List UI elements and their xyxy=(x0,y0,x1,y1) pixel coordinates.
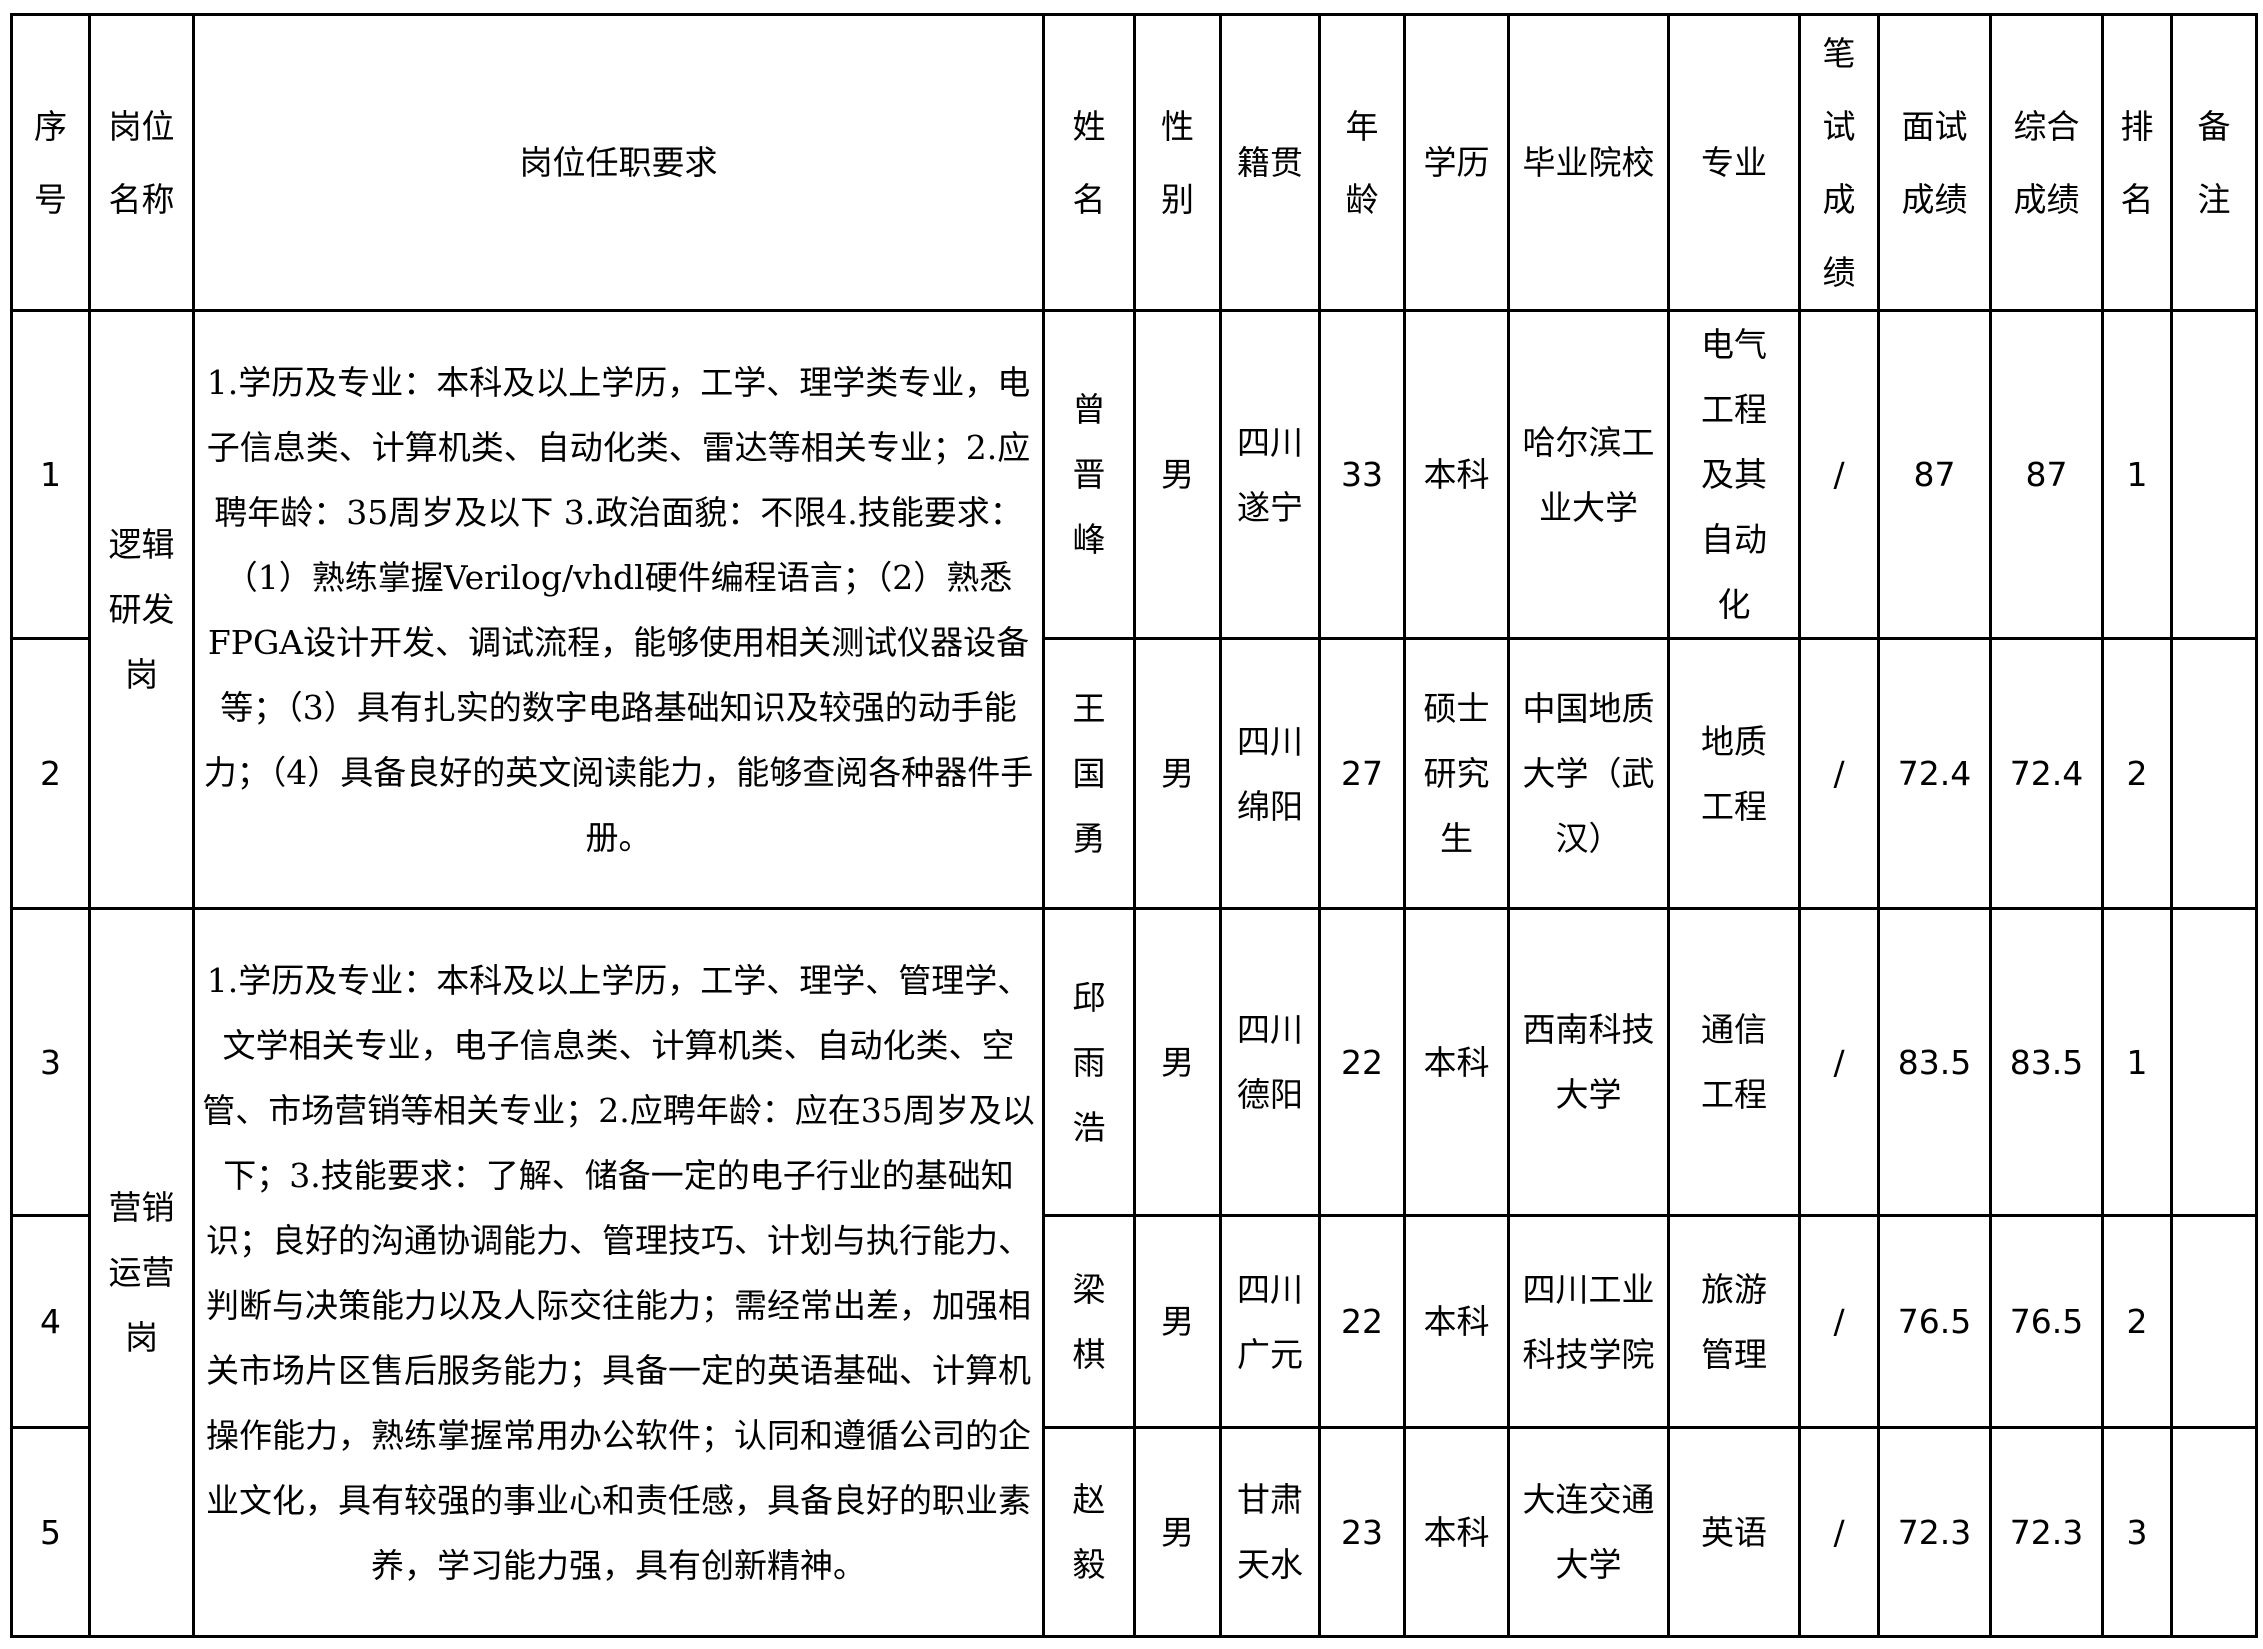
cell-rank: 1 xyxy=(2101,907,2173,1217)
header-major: 专业 xyxy=(1667,13,1801,312)
cell-age: 27 xyxy=(1318,637,1406,910)
cell-age: 22 xyxy=(1318,907,1406,1217)
header-row: 序 号 岗位 名称 岗位任职要求 姓 名 性 别 籍贯 年 龄 学历 毕业院校 … xyxy=(10,13,2258,312)
cell-position-title: 逻辑 研发 岗 xyxy=(88,309,195,910)
cell-serial: 4 xyxy=(10,1214,91,1429)
cell-written-score: / xyxy=(1798,907,1880,1217)
cell-age: 33 xyxy=(1318,309,1406,640)
cell-written-score: / xyxy=(1798,637,1880,910)
cell-name: 梁 棋 xyxy=(1042,1214,1136,1429)
cell-interview-score: 72.4 xyxy=(1877,637,1992,910)
recruitment-table: 序 号 岗位 名称 岗位任职要求 姓 名 性 别 籍贯 年 龄 学历 毕业院校 … xyxy=(10,13,2258,1638)
cell-school: 中国地质 大学（武 汉） xyxy=(1507,637,1670,910)
cell-hometown: 甘肃 天水 xyxy=(1219,1426,1321,1638)
cell-remark xyxy=(2170,309,2258,640)
cell-hometown: 四川 德阳 xyxy=(1219,907,1321,1217)
cell-major: 英语 xyxy=(1667,1426,1801,1638)
header-age: 年 龄 xyxy=(1318,13,1406,312)
cell-major: 旅游 管理 xyxy=(1667,1214,1801,1429)
header-overall-score: 综合 成绩 xyxy=(1989,13,2104,312)
header-education: 学历 xyxy=(1403,13,1510,312)
cell-remark xyxy=(2170,907,2258,1217)
cell-gender: 男 xyxy=(1133,1214,1222,1429)
cell-remark xyxy=(2170,637,2258,910)
cell-education: 本科 xyxy=(1403,1214,1510,1429)
cell-interview-score: 87 xyxy=(1877,309,1992,640)
cell-overall-score: 72.3 xyxy=(1989,1426,2104,1638)
cell-education: 本科 xyxy=(1403,309,1510,640)
cell-education: 本科 xyxy=(1403,907,1510,1217)
header-hometown: 籍贯 xyxy=(1219,13,1321,312)
cell-major: 通信 工程 xyxy=(1667,907,1801,1217)
cell-serial: 3 xyxy=(10,907,91,1217)
cell-major: 地质 工程 xyxy=(1667,637,1801,910)
cell-major: 电气 工程 及其 自动 化 xyxy=(1667,309,1801,640)
cell-overall-score: 72.4 xyxy=(1989,637,2104,910)
cell-serial: 2 xyxy=(10,637,91,910)
header-school: 毕业院校 xyxy=(1507,13,1670,312)
header-interview-score: 面试 成绩 xyxy=(1877,13,1992,312)
cell-name: 赵 毅 xyxy=(1042,1426,1136,1638)
cell-remark xyxy=(2170,1214,2258,1429)
cell-hometown: 四川 绵阳 xyxy=(1219,637,1321,910)
table-row: 5 赵 毅 男 甘肃 天水 23 本科 大连交通 大学 英语 / 72.3 72… xyxy=(10,1426,2258,1638)
header-name: 姓 名 xyxy=(1042,13,1136,312)
cell-gender: 男 xyxy=(1133,1426,1222,1638)
cell-overall-score: 83.5 xyxy=(1989,907,2104,1217)
table-row: 3 营销 运营 岗 1.学历及专业：本科及以上学历，工学、理学、管理学、文学相关… xyxy=(10,907,2258,1638)
cell-gender: 男 xyxy=(1133,637,1222,910)
cell-school: 哈尔滨工 业大学 xyxy=(1507,309,1670,640)
cell-hometown: 四川 遂宁 xyxy=(1219,309,1321,640)
table-row: 4 梁 棋 男 四川 广元 22 本科 四川工业 科技学院 旅游 管理 / 76… xyxy=(10,1214,2258,1429)
cell-overall-score: 87 xyxy=(1989,309,2104,640)
cell-written-score: / xyxy=(1798,1214,1880,1429)
cell-serial: 5 xyxy=(10,1426,91,1638)
cell-written-score: / xyxy=(1798,1426,1880,1638)
cell-rank: 1 xyxy=(2101,309,2173,640)
cell-hometown: 四川 广元 xyxy=(1219,1214,1321,1429)
cell-age: 23 xyxy=(1318,1426,1406,1638)
header-position: 岗位 名称 xyxy=(88,13,195,312)
header-written-score: 笔 试 成 绩 xyxy=(1798,13,1880,312)
cell-school: 大连交通 大学 xyxy=(1507,1426,1670,1638)
cell-school: 四川工业 科技学院 xyxy=(1507,1214,1670,1429)
cell-remark xyxy=(2170,1426,2258,1638)
cell-school: 西南科技 大学 xyxy=(1507,907,1670,1217)
cell-position-requirements: 1.学历及专业：本科及以上学历，工学、理学类专业，电子信息类、计算机类、自动化类… xyxy=(192,309,1045,910)
cell-interview-score: 72.3 xyxy=(1877,1426,1992,1638)
header-remark: 备 注 xyxy=(2170,13,2258,312)
header-serial: 序 号 xyxy=(10,13,91,312)
cell-position-requirements: 1.学历及专业：本科及以上学历，工学、理学、管理学、文学相关专业，电子信息类、计… xyxy=(192,907,1045,1638)
header-rank: 排 名 xyxy=(2101,13,2173,312)
cell-age: 22 xyxy=(1318,1214,1406,1429)
table-row: 1 逻辑 研发 岗 1.学历及专业：本科及以上学历，工学、理学类专业，电子信息类… xyxy=(10,309,2258,910)
cell-gender: 男 xyxy=(1133,907,1222,1217)
cell-education: 本科 xyxy=(1403,1426,1510,1638)
cell-interview-score: 76.5 xyxy=(1877,1214,1992,1429)
cell-serial: 1 xyxy=(10,309,91,640)
header-gender: 性 别 xyxy=(1133,13,1222,312)
cell-rank: 2 xyxy=(2101,1214,2173,1429)
cell-rank: 2 xyxy=(2101,637,2173,910)
cell-gender: 男 xyxy=(1133,309,1222,640)
cell-name: 曾 晋 峰 xyxy=(1042,309,1136,640)
cell-rank: 3 xyxy=(2101,1426,2173,1638)
cell-name: 邱 雨 浩 xyxy=(1042,907,1136,1217)
cell-overall-score: 76.5 xyxy=(1989,1214,2104,1429)
cell-position-title: 营销 运营 岗 xyxy=(88,907,195,1638)
header-requirements: 岗位任职要求 xyxy=(192,13,1045,312)
cell-written-score: / xyxy=(1798,309,1880,640)
cell-name: 王 国 勇 xyxy=(1042,637,1136,910)
table-row: 2 王 国 勇 男 四川 绵阳 27 硕士 研究 生 中国地质 大学（武 汉） … xyxy=(10,637,2258,910)
cell-interview-score: 83.5 xyxy=(1877,907,1992,1217)
cell-education: 硕士 研究 生 xyxy=(1403,637,1510,910)
